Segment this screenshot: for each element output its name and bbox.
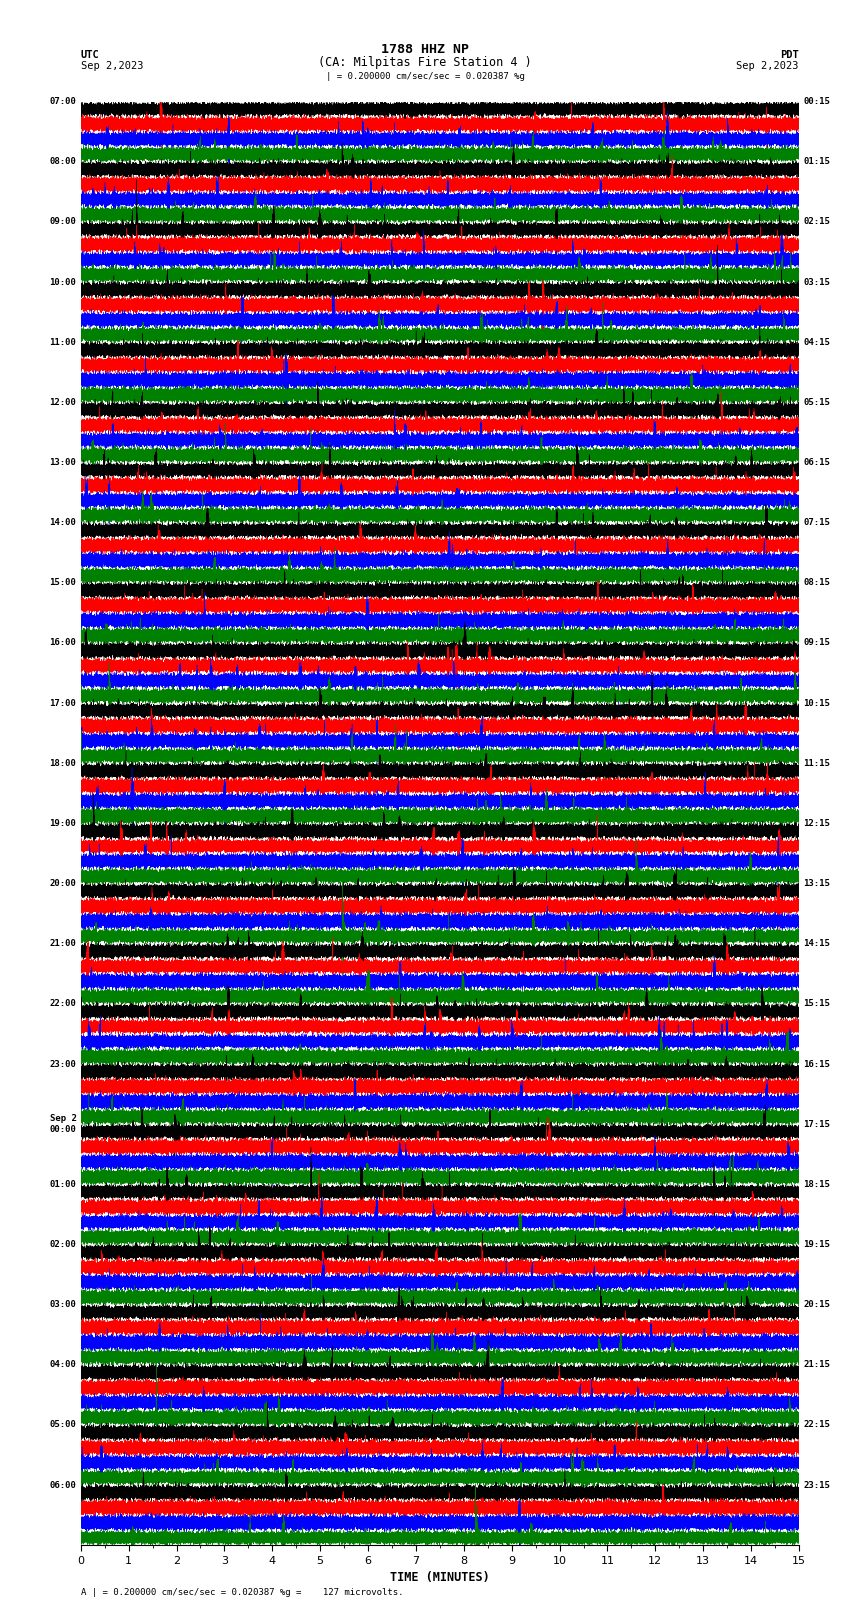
Text: 14:00: 14:00 xyxy=(49,518,76,527)
Text: 18:15: 18:15 xyxy=(803,1179,830,1189)
Text: 04:15: 04:15 xyxy=(803,337,830,347)
Text: 1788 HHZ NP: 1788 HHZ NP xyxy=(381,42,469,56)
Text: 16:15: 16:15 xyxy=(803,1060,830,1068)
Text: 08:00: 08:00 xyxy=(49,158,76,166)
Text: 17:15: 17:15 xyxy=(803,1119,830,1129)
Text: 21:00: 21:00 xyxy=(49,939,76,948)
Text: 01:00: 01:00 xyxy=(49,1179,76,1189)
Text: Sep 2,2023: Sep 2,2023 xyxy=(736,61,799,71)
Text: 22:00: 22:00 xyxy=(49,1000,76,1008)
Text: 03:15: 03:15 xyxy=(803,277,830,287)
Text: 13:15: 13:15 xyxy=(803,879,830,889)
Text: 09:00: 09:00 xyxy=(49,218,76,226)
Text: 02:15: 02:15 xyxy=(803,218,830,226)
Text: 20:00: 20:00 xyxy=(49,879,76,889)
Text: 04:00: 04:00 xyxy=(49,1360,76,1369)
Text: 15:00: 15:00 xyxy=(49,579,76,587)
X-axis label: TIME (MINUTES): TIME (MINUTES) xyxy=(390,1571,490,1584)
Text: A | = 0.200000 cm/sec/sec = 0.020387 %g =    127 microvolts.: A | = 0.200000 cm/sec/sec = 0.020387 %g … xyxy=(81,1587,403,1597)
Text: 23:15: 23:15 xyxy=(803,1481,830,1489)
Text: 11:00: 11:00 xyxy=(49,337,76,347)
Text: 08:15: 08:15 xyxy=(803,579,830,587)
Text: 21:15: 21:15 xyxy=(803,1360,830,1369)
Text: 18:00: 18:00 xyxy=(49,758,76,768)
Text: 16:00: 16:00 xyxy=(49,639,76,647)
Text: 09:15: 09:15 xyxy=(803,639,830,647)
Text: 22:15: 22:15 xyxy=(803,1421,830,1429)
Text: 10:15: 10:15 xyxy=(803,698,830,708)
Text: 00:15: 00:15 xyxy=(803,97,830,106)
Text: 06:00: 06:00 xyxy=(49,1481,76,1489)
Text: 14:15: 14:15 xyxy=(803,939,830,948)
Text: 06:15: 06:15 xyxy=(803,458,830,468)
Text: | = 0.200000 cm/sec/sec = 0.020387 %g: | = 0.200000 cm/sec/sec = 0.020387 %g xyxy=(326,73,524,82)
Text: 12:00: 12:00 xyxy=(49,398,76,406)
Text: PDT: PDT xyxy=(780,50,799,60)
Text: 20:15: 20:15 xyxy=(803,1300,830,1310)
Text: 23:00: 23:00 xyxy=(49,1060,76,1068)
Text: 07:00: 07:00 xyxy=(49,97,76,106)
Text: 19:00: 19:00 xyxy=(49,819,76,827)
Text: 05:15: 05:15 xyxy=(803,398,830,406)
Text: 15:15: 15:15 xyxy=(803,1000,830,1008)
Text: 10:00: 10:00 xyxy=(49,277,76,287)
Text: 01:15: 01:15 xyxy=(803,158,830,166)
Text: 07:15: 07:15 xyxy=(803,518,830,527)
Text: Sep 2,2023: Sep 2,2023 xyxy=(81,61,144,71)
Text: 13:00: 13:00 xyxy=(49,458,76,468)
Text: 05:00: 05:00 xyxy=(49,1421,76,1429)
Text: 19:15: 19:15 xyxy=(803,1240,830,1248)
Text: Sep 2
00:00: Sep 2 00:00 xyxy=(49,1115,76,1134)
Text: 17:00: 17:00 xyxy=(49,698,76,708)
Text: UTC: UTC xyxy=(81,50,99,60)
Text: 03:00: 03:00 xyxy=(49,1300,76,1310)
Text: (CA: Milpitas Fire Station 4 ): (CA: Milpitas Fire Station 4 ) xyxy=(318,56,532,69)
Text: 11:15: 11:15 xyxy=(803,758,830,768)
Text: 02:00: 02:00 xyxy=(49,1240,76,1248)
Text: 12:15: 12:15 xyxy=(803,819,830,827)
